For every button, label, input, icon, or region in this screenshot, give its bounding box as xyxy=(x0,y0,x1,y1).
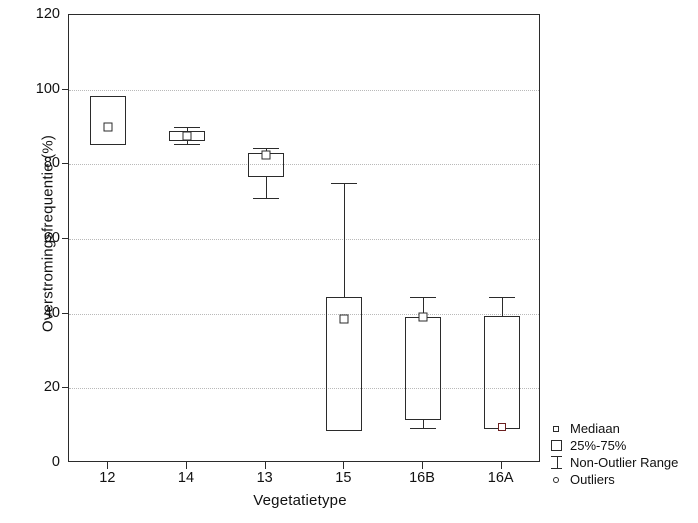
box-plot-12 xyxy=(69,15,539,461)
median-swatch-icon xyxy=(553,426,559,432)
x-tick-mark xyxy=(343,462,345,469)
box-iqr xyxy=(483,315,520,430)
whisker-upper xyxy=(344,183,346,297)
plot-area xyxy=(68,14,540,462)
y-tick-mark xyxy=(62,312,69,314)
x-tick-mark xyxy=(186,462,187,469)
whisker-cap-lower xyxy=(410,427,436,429)
whisker-upper xyxy=(187,127,188,131)
box-plot-15 xyxy=(69,15,539,461)
x-tick-label: 12 xyxy=(99,470,116,486)
y-tick-label: 20 xyxy=(43,379,60,396)
gridline xyxy=(69,388,539,390)
chart-legend: Mediaan 25%-75% Non-Outlier Range Outliers xyxy=(548,420,696,488)
box-plot-16B xyxy=(69,15,539,461)
whisker-lower xyxy=(423,420,424,428)
whisker-upper xyxy=(423,296,424,318)
median-marker xyxy=(103,122,113,132)
whisker-upper xyxy=(501,296,503,316)
x-tick-mark xyxy=(264,462,266,469)
legend-key xyxy=(548,454,567,471)
box-iqr xyxy=(326,296,363,431)
x-axis-title: Vegetatietype xyxy=(253,492,347,509)
range-bar-bottom-icon xyxy=(551,468,562,469)
range-bar-icon xyxy=(556,456,558,469)
y-tick-label: 0 xyxy=(51,454,60,470)
x-tick-mark xyxy=(107,462,109,469)
legend-key xyxy=(548,437,567,454)
y-tick-label: 60 xyxy=(43,230,60,246)
y-tick-label: 40 xyxy=(43,304,60,321)
whisker-cap-upper xyxy=(174,127,200,128)
whisker-lower xyxy=(187,141,188,144)
legend-label: 25%-75% xyxy=(570,438,627,453)
median-marker xyxy=(261,150,271,160)
box-iqr xyxy=(90,96,127,145)
whisker-upper xyxy=(265,147,267,154)
legend-item-range-bar: Non-Outlier Range xyxy=(548,454,696,471)
whisker-lower xyxy=(265,177,267,198)
outlier-swatch-icon xyxy=(553,477,559,483)
median-marker xyxy=(418,312,428,322)
range-bar-top-icon xyxy=(551,456,562,457)
y-tick-label: 80 xyxy=(43,155,60,172)
gridline xyxy=(69,89,539,91)
whisker-cap-upper xyxy=(331,183,358,184)
median-marker xyxy=(339,314,349,324)
x-tick-mark xyxy=(500,462,502,469)
box-plot-16A xyxy=(69,15,539,461)
legend-key xyxy=(548,420,567,437)
y-tick-label: 100 xyxy=(35,80,60,97)
legend-item-median-marker: Mediaan xyxy=(548,420,696,437)
legend-item-outlier-marker: Outliers xyxy=(548,471,696,488)
legend-label: Non-Outlier Range xyxy=(570,455,679,470)
legend-label: Outliers xyxy=(570,472,615,487)
whisker-cap-lower xyxy=(174,143,200,145)
x-tick-label: 15 xyxy=(335,470,352,486)
gridline xyxy=(69,313,539,315)
x-tick-label: 13 xyxy=(256,470,273,486)
legend-item-box-swatch: 25%-75% xyxy=(548,437,696,454)
x-tick-mark xyxy=(422,462,423,469)
y-tick-mark xyxy=(62,163,69,165)
whisker-cap-lower xyxy=(252,197,279,199)
y-tick-mark xyxy=(62,88,69,90)
box-swatch-icon xyxy=(551,440,562,451)
gridline xyxy=(69,164,539,166)
legend-label: Mediaan xyxy=(570,421,620,436)
whisker-cap-upper xyxy=(252,147,279,149)
x-tick-label: 16B xyxy=(409,470,435,486)
box-plot-13 xyxy=(69,15,539,461)
y-tick-label: 120 xyxy=(35,6,60,22)
x-tick-label: 14 xyxy=(177,470,195,486)
y-tick-mark xyxy=(62,238,69,239)
whisker-cap-upper xyxy=(410,296,436,298)
y-tick-mark xyxy=(62,387,69,389)
outlier-marker xyxy=(497,423,506,432)
gridline xyxy=(69,239,539,240)
box-plot-14 xyxy=(69,15,539,461)
whisker-cap-upper xyxy=(488,296,515,298)
legend-key xyxy=(548,471,567,488)
x-tick-label: 16A xyxy=(487,470,514,486)
median-marker xyxy=(182,131,192,141)
